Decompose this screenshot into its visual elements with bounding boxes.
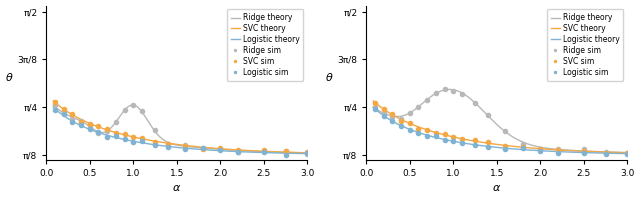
Y-axis label: θ: θ bbox=[326, 73, 332, 83]
Legend: Ridge theory, SVC theory, Logistic theory, Ridge sim, SVC sim, Logistic sim: Ridge theory, SVC theory, Logistic theor… bbox=[227, 9, 303, 81]
X-axis label: α: α bbox=[493, 183, 500, 193]
X-axis label: α: α bbox=[173, 183, 180, 193]
Legend: Ridge theory, SVC theory, Logistic theory, Ridge sim, SVC sim, Logistic sim: Ridge theory, SVC theory, Logistic theor… bbox=[547, 9, 623, 81]
Y-axis label: θ: θ bbox=[6, 73, 12, 83]
